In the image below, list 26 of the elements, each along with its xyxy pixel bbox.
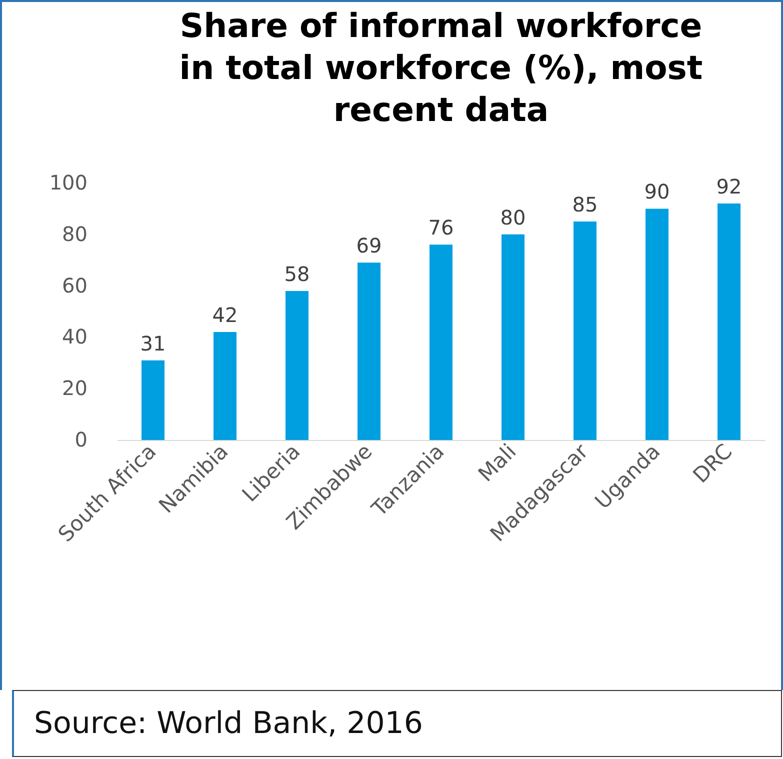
bar — [142, 360, 164, 440]
bar — [646, 208, 668, 440]
y-tick-label: 60 — [62, 273, 88, 298]
bar — [502, 234, 524, 440]
y-tick-label: 0 — [74, 428, 88, 452]
data-label: 42 — [212, 303, 238, 328]
data-label: 58 — [284, 262, 310, 286]
y-tick-label: 20 — [62, 376, 88, 400]
data-label: 80 — [500, 205, 526, 230]
y-tick-label: 80 — [62, 222, 88, 246]
data-label: 31 — [140, 331, 166, 356]
data-label: 76 — [428, 216, 454, 240]
data-label: 69 — [356, 234, 382, 258]
data-label: 92 — [716, 174, 742, 199]
data-label: 90 — [644, 180, 670, 204]
source-note: Source: World Bank, 2016 — [12, 690, 782, 757]
data-label: 85 — [572, 192, 598, 217]
bar — [358, 262, 380, 440]
bar — [214, 332, 236, 440]
y-tick-label: 40 — [62, 324, 88, 349]
bar — [286, 290, 308, 440]
bar — [574, 222, 596, 440]
chart-title: Share of informal workforce in total workforce (%), most recent data — [179, 6, 703, 129]
bar — [718, 204, 740, 440]
bar — [430, 244, 452, 440]
y-tick-label: 100 — [49, 170, 88, 194]
